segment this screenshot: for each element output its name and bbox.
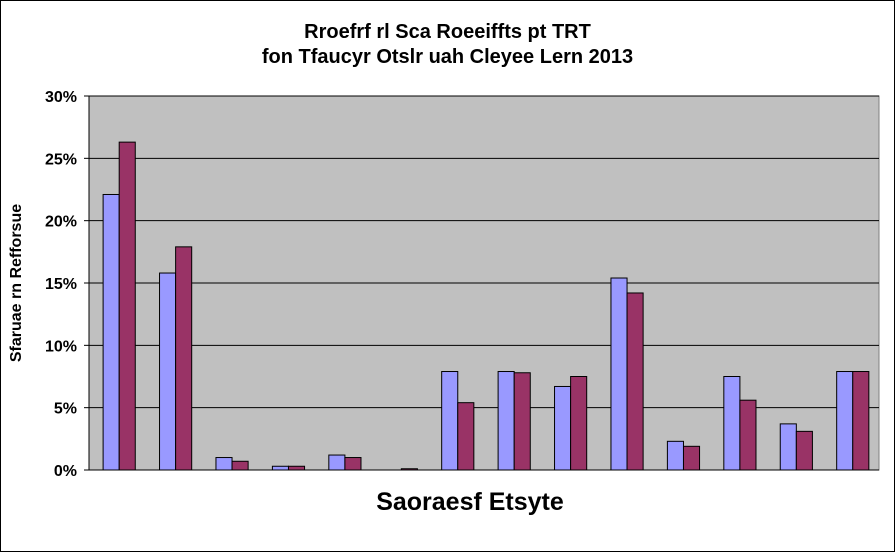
bar — [287, 465, 306, 471]
y-tick-label: 25% — [45, 151, 77, 168]
y-tick-label: 5% — [54, 401, 77, 418]
x-axis-label: Saoraesf Etsyte — [376, 488, 564, 516]
bar — [441, 371, 459, 471]
bar — [159, 272, 177, 471]
bar — [836, 371, 854, 471]
bar — [231, 460, 249, 471]
bar — [400, 468, 418, 471]
y-tick-label: 20% — [45, 214, 77, 231]
bar — [175, 246, 193, 471]
bar — [739, 399, 757, 471]
bar — [723, 376, 741, 471]
chart-title-line-1: Rroefrf rl Sca Roeeiffts pt TRT — [304, 21, 591, 43]
bar — [610, 277, 628, 471]
bar — [570, 376, 588, 471]
y-tick-label: 0% — [54, 463, 77, 480]
bar — [666, 440, 684, 471]
y-tick-label: 15% — [45, 276, 77, 293]
bar — [102, 193, 120, 471]
bar — [554, 385, 572, 471]
y-tick-label: 10% — [45, 338, 77, 355]
y-tick-label: 30% — [45, 89, 77, 106]
bar — [271, 465, 289, 471]
bar — [215, 457, 233, 471]
bar — [328, 454, 346, 471]
bar — [852, 371, 870, 471]
bar — [513, 372, 531, 471]
bar — [779, 423, 797, 471]
bar — [118, 141, 136, 471]
bar — [795, 430, 813, 471]
bar — [344, 457, 362, 471]
bar — [682, 445, 701, 471]
chart-title-line-2: fon Tfaucyr Otslr uah Cleyee Lern 2013 — [261, 46, 634, 68]
bar — [497, 371, 515, 471]
bar — [626, 292, 644, 471]
bar — [457, 402, 475, 471]
